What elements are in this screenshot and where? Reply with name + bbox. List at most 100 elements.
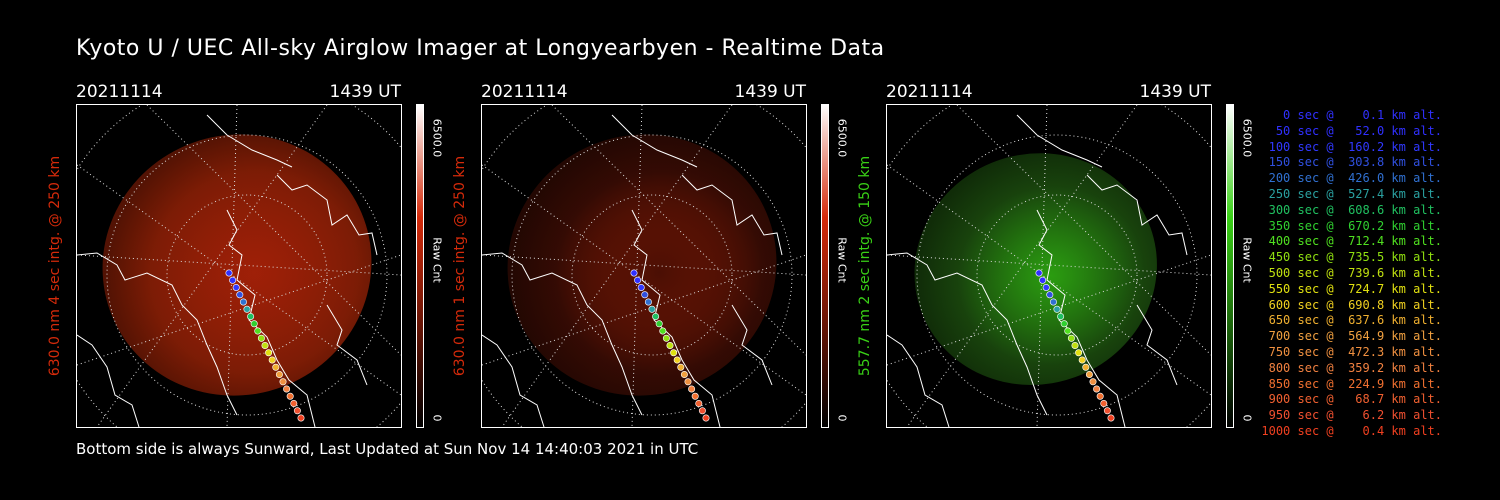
colorbar-max: 6500.0 [430, 118, 444, 158]
panel-date: 20211114 [481, 82, 568, 102]
trajectory-point [1067, 334, 1075, 342]
coordinate-grid [77, 105, 401, 427]
colorbar-min: 0 [835, 414, 849, 422]
colorbar [1226, 104, 1234, 428]
legend-item: 750 sec @ 472.3 km alt. [1261, 344, 1442, 359]
trajectory-point [688, 385, 696, 393]
trajectory-point [1096, 392, 1104, 400]
trajectory-point [275, 370, 283, 378]
trajectory-point [1064, 327, 1072, 335]
panel-ylabel-text: 630.0 nm 4 sec intg. @ 250 km [47, 155, 63, 377]
trajectory-point [236, 291, 244, 299]
legend-item: 250 sec @ 527.4 km alt. [1261, 186, 1442, 201]
colorbar-label: Raw Cnt [430, 237, 444, 283]
legend-item: 650 sec @ 637.6 km alt. [1261, 313, 1442, 328]
trajectory-point [1071, 342, 1079, 350]
trajectory-point [1053, 305, 1061, 313]
trajectory-point [257, 334, 265, 342]
legend-item: 450 sec @ 735.5 km alt. [1261, 250, 1442, 265]
legend-item: 0 sec @ 0.1 km alt. [1261, 108, 1442, 122]
colorbar-min: 0 [430, 414, 444, 422]
trajectory-point [286, 392, 294, 400]
trajectory-point [648, 305, 656, 313]
legend-item: 500 sec @ 739.6 km alt. [1261, 265, 1442, 280]
trajectory-point [673, 356, 681, 364]
allsky-image [481, 104, 807, 428]
trajectory-point [1085, 370, 1093, 378]
trajectory-point [279, 378, 287, 386]
trajectory-point [1082, 363, 1090, 371]
imager-panel-1: 20211114 1439 UT 630.0 nm 4 sec intg. @ … [47, 80, 496, 440]
trajectory-point [634, 276, 642, 284]
trajectory-point [659, 327, 667, 335]
legend-item: 50 sec @ 52.0 km alt. [1261, 123, 1442, 138]
panel-ylabel-text: 630.0 nm 1 sec intg. @ 250 km [452, 155, 468, 377]
trajectory-point [695, 399, 703, 407]
trajectory-point [239, 298, 247, 306]
allsky-image [886, 104, 1212, 428]
panel-time: 1439 UT [329, 82, 402, 102]
rocket-trajectory [1035, 269, 1115, 422]
legend-item: 700 sec @ 564.9 km alt. [1261, 329, 1442, 344]
trajectory-point [1089, 378, 1097, 386]
legend-item: 400 sec @ 712.4 km alt. [1261, 234, 1442, 249]
trajectory-point [268, 356, 276, 364]
trajectory-point [232, 284, 240, 292]
trajectory-point [243, 305, 251, 313]
legend-item: 200 sec @ 426.0 km alt. [1261, 171, 1442, 186]
colorbar [821, 104, 829, 428]
legend-item: 350 sec @ 670.2 km alt. [1261, 218, 1442, 233]
trajectory-point [1049, 298, 1057, 306]
trajectory-point [283, 385, 291, 393]
trajectory-point [1100, 399, 1108, 407]
trajectory-point [677, 363, 685, 371]
rocket-trajectory [225, 269, 305, 422]
colorbar-label: Raw Cnt [835, 237, 849, 283]
trajectory-point [644, 298, 652, 306]
allsky-image [76, 104, 402, 428]
imager-panel-3: 20211114 1439 UT 557.7 nm 2 sec intg. @ … [857, 80, 1306, 440]
legend-item: 900 sec @ 68.7 km alt. [1261, 392, 1442, 407]
legend-item: 600 sec @ 690.8 km alt. [1261, 297, 1442, 312]
legend-item: 150 sec @ 303.8 km alt. [1261, 155, 1442, 170]
trajectory-point [662, 334, 670, 342]
trajectory-point [680, 370, 688, 378]
trajectory-point [1107, 414, 1115, 422]
airglow-disk [507, 134, 777, 396]
trajectory-point [670, 349, 678, 357]
trajectory-point [1042, 284, 1050, 292]
legend-item: 800 sec @ 359.2 km alt. [1261, 360, 1442, 375]
trajectory-point [290, 399, 298, 407]
imager-panel-2: 20211114 1439 UT 630.0 nm 1 sec intg. @ … [452, 80, 901, 440]
legend-item: 550 sec @ 724.7 km alt. [1261, 281, 1442, 296]
trajectory-point [265, 349, 273, 357]
trajectory-point [630, 269, 638, 277]
trajectory-point [1035, 269, 1043, 277]
coordinate-grid [482, 105, 806, 427]
panel-ylabel-text: 557.7 nm 2 sec intg. @ 150 km [857, 155, 873, 377]
trajectory-point [1075, 349, 1083, 357]
trajectory-point [250, 320, 258, 328]
trajectory-point [652, 313, 660, 321]
legend-item: 300 sec @ 608.6 km alt. [1261, 202, 1442, 217]
panel-date: 20211114 [886, 82, 973, 102]
trajectory-point [666, 342, 674, 350]
panel-ylabel: 630.0 nm 1 sec intg. @ 250 km [445, 104, 475, 428]
trajectory-point [684, 378, 692, 386]
legend-item: 950 sec @ 6.2 km alt. [1261, 408, 1442, 423]
trajectory-point [272, 363, 280, 371]
footer-note: Bottom side is always Sunward, Last Upda… [76, 440, 699, 458]
panel-time: 1439 UT [1139, 82, 1212, 102]
trajectory-point [702, 414, 710, 422]
airglow-disk [102, 134, 372, 396]
trajectory-point [698, 407, 706, 415]
panel-time: 1439 UT [734, 82, 807, 102]
legend-item: 100 sec @ 160.2 km alt. [1261, 139, 1442, 154]
trajectory-point [1103, 407, 1111, 415]
trajectory-legend: 0 sec @ 0.1 km alt. 50 sec @ 52.0 km alt… [1250, 108, 1442, 440]
legend-item: 850 sec @ 224.9 km alt. [1261, 376, 1442, 391]
panel-date: 20211114 [76, 82, 163, 102]
coastline [887, 114, 1188, 427]
rocket-trajectory [630, 269, 710, 422]
trajectory-point [1060, 320, 1068, 328]
